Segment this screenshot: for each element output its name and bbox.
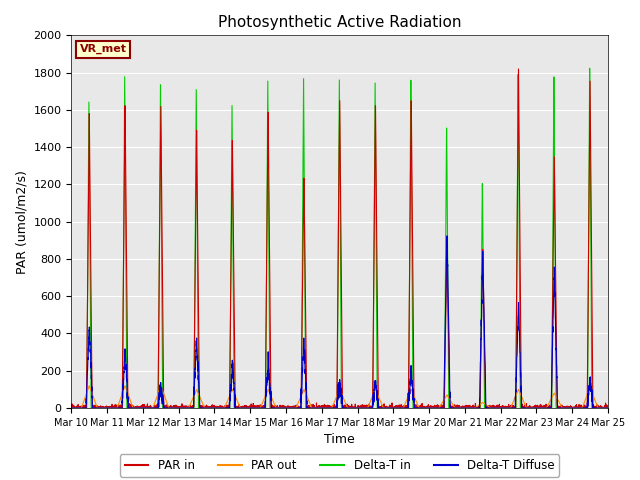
Delta-T Diffuse (319, 405, 327, 411)
PAR in (490, 405, 498, 411)
Delta-T in (164, 405, 172, 411)
PAR out (164, 403, 172, 408)
PAR out (430, 405, 438, 411)
Line: PAR in: PAR in (72, 69, 608, 408)
X-axis label: Time: Time (324, 433, 355, 446)
Delta-T Diffuse (604, 405, 612, 411)
Delta-T in (604, 405, 612, 411)
PAR in (430, 405, 438, 411)
Delta-T in (460, 405, 468, 411)
Delta-T Diffuse (68, 405, 76, 411)
PAR out (68, 405, 76, 411)
Delta-T Diffuse (490, 405, 498, 411)
PAR out (86, 383, 93, 388)
PAR in (68, 405, 76, 411)
Line: Delta-T Diffuse: Delta-T Diffuse (72, 236, 608, 408)
PAR in (319, 405, 327, 411)
Delta-T in (430, 405, 438, 411)
Delta-T in (319, 405, 327, 411)
PAR out (320, 405, 328, 411)
PAR in (460, 405, 468, 411)
Delta-T Diffuse (430, 405, 438, 411)
Title: Photosynthetic Active Radiation: Photosynthetic Active Radiation (218, 15, 461, 30)
PAR in (604, 405, 612, 411)
Delta-T Diffuse (604, 405, 611, 411)
PAR in (164, 405, 172, 410)
PAR in (604, 405, 611, 410)
PAR out (604, 405, 612, 411)
PAR out (460, 405, 468, 411)
Y-axis label: PAR (umol/m2/s): PAR (umol/m2/s) (15, 170, 28, 274)
Delta-T in (68, 405, 76, 411)
Delta-T Diffuse (164, 405, 172, 411)
PAR out (490, 405, 498, 411)
Delta-T in (490, 405, 498, 411)
Line: Delta-T in: Delta-T in (72, 68, 608, 408)
Legend: PAR in, PAR out, Delta-T in, Delta-T Diffuse: PAR in, PAR out, Delta-T in, Delta-T Dif… (120, 454, 559, 477)
Delta-T in (604, 405, 611, 411)
PAR out (604, 405, 611, 411)
Delta-T Diffuse (443, 233, 451, 239)
PAR in (515, 66, 522, 72)
Line: PAR out: PAR out (72, 385, 608, 408)
Delta-T Diffuse (460, 405, 468, 411)
Text: VR_met: VR_met (79, 44, 127, 54)
Delta-T in (586, 65, 593, 71)
